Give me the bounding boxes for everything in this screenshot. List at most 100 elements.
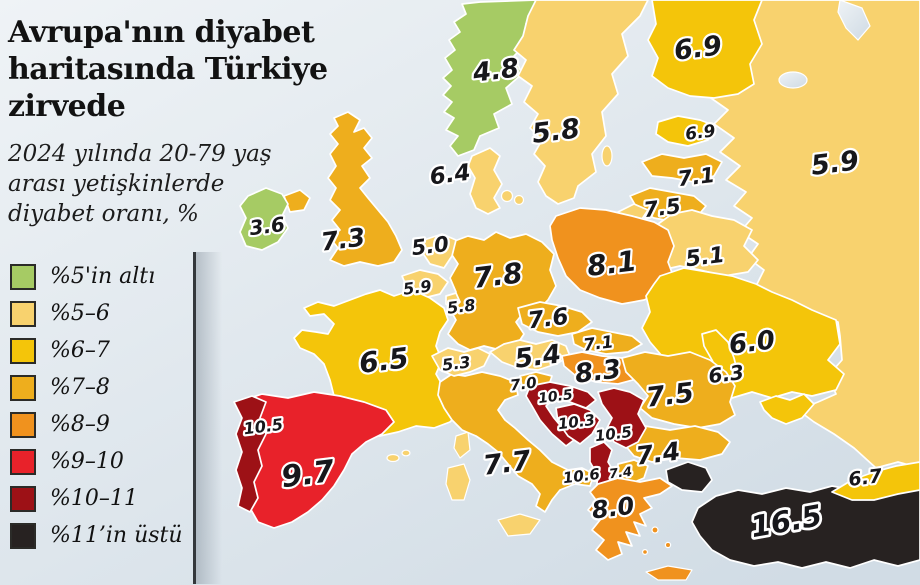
label-romania: 7.5 bbox=[644, 377, 695, 414]
title-line: Avrupa'nın diyabet bbox=[8, 15, 315, 50]
label-netherlands: 5.0 bbox=[410, 232, 450, 260]
fold-shadow bbox=[196, 252, 222, 584]
legend-item: %8–9 bbox=[10, 406, 183, 443]
label-denmark: 6.4 bbox=[428, 160, 472, 191]
legend-swatch-7-8 bbox=[10, 374, 36, 401]
legend-item: %9–10 bbox=[10, 443, 183, 480]
subtitle-line: diyabet oranı, % bbox=[8, 201, 199, 227]
value-labels-layer: 4.8 5.8 6.9 5.9 6.9 7.1 7.5 5.1 8.1 7.8 … bbox=[240, 28, 886, 547]
country-north-macedonia bbox=[617, 459, 649, 485]
country-estonia bbox=[655, 115, 717, 147]
country-austria bbox=[489, 339, 571, 371]
legend-item: %5–6 bbox=[10, 295, 183, 332]
country-finland bbox=[647, 0, 763, 99]
label-norway: 4.8 bbox=[470, 53, 520, 89]
legend-item: %7–8 bbox=[10, 369, 183, 406]
label-georgia: 6.7 bbox=[847, 465, 884, 491]
label-russia: 5.9 bbox=[809, 145, 860, 182]
balearic-island bbox=[401, 449, 411, 457]
label-poland: 8.1 bbox=[585, 244, 638, 283]
country-ukraine-crimea bbox=[759, 393, 815, 425]
label-hungary: 8.3 bbox=[573, 354, 622, 389]
legend-item: %5'in altı bbox=[10, 258, 183, 295]
label-luxembourg: 5.8 bbox=[446, 295, 476, 317]
balearic-island bbox=[386, 453, 400, 463]
white-sea-inlet bbox=[837, 0, 871, 41]
subtitle: 2024 yılında 20-79 yaş arası yetişkinler… bbox=[8, 139, 272, 229]
title-line: zirvede bbox=[8, 89, 126, 124]
label-slovakia: 7.1 bbox=[582, 332, 614, 356]
label-spain: 9.7 bbox=[279, 454, 336, 495]
country-bosnia bbox=[555, 403, 601, 445]
label-ireland: 3.6 bbox=[248, 212, 286, 240]
legend-swatch-10-11 bbox=[10, 485, 36, 512]
country-sweden bbox=[513, 0, 649, 205]
legend-label: %7–8 bbox=[50, 375, 110, 400]
country-turkey-thrace bbox=[665, 461, 713, 493]
title-line: haritasında Türkiye bbox=[8, 52, 328, 87]
country-russia bbox=[703, 0, 920, 469]
label-estonia: 6.9 bbox=[684, 121, 716, 145]
aegean-island bbox=[664, 541, 672, 549]
label-switzerland: 5.3 bbox=[441, 352, 471, 374]
legend-item: %11’in üstü bbox=[10, 517, 183, 554]
danish-isle bbox=[500, 189, 514, 203]
label-united-kingdom: 7.3 bbox=[319, 222, 367, 256]
label-ukraine: 6.0 bbox=[727, 325, 776, 360]
label-germany: 7.8 bbox=[471, 256, 524, 295]
lake-ladoga bbox=[778, 71, 808, 89]
legend-swatch-6-7 bbox=[10, 337, 36, 364]
label-france: 6.5 bbox=[357, 341, 410, 380]
header-panel: Avrupa'nın diyabet haritasında Türkiye z… bbox=[8, 14, 328, 229]
country-serbia bbox=[597, 387, 647, 449]
legend-item: %10–11 bbox=[10, 480, 183, 517]
legend-label: %5–6 bbox=[50, 301, 110, 326]
gotland-island bbox=[601, 145, 613, 167]
label-lithuania: 7.5 bbox=[642, 194, 682, 222]
subtitle-line: 2024 yılında 20-79 yaş bbox=[8, 141, 272, 167]
country-switzerland bbox=[431, 347, 491, 377]
crete-island bbox=[645, 565, 693, 581]
country-netherlands bbox=[421, 233, 457, 269]
country-denmark bbox=[467, 147, 503, 215]
legend-label: %9–10 bbox=[50, 449, 124, 474]
country-luxembourg bbox=[445, 292, 461, 310]
legend-swatch-9-10 bbox=[10, 448, 36, 475]
legend-swatch-over-11 bbox=[10, 522, 36, 549]
label-moldova: 6.3 bbox=[707, 360, 745, 388]
country-moldova bbox=[701, 329, 739, 385]
legend: %5'in altı %5–6 %6–7 %7–8 %8–9 %9–10 %10… bbox=[10, 258, 183, 554]
country-slovakia bbox=[571, 327, 643, 355]
country-greece bbox=[587, 477, 673, 561]
page-title: Avrupa'nın diyabet haritasında Türkiye z… bbox=[8, 14, 328, 125]
country-united-kingdom bbox=[327, 111, 403, 267]
label-czechia: 7.6 bbox=[526, 304, 570, 335]
country-latvia bbox=[641, 153, 723, 183]
legend-swatch-8-9 bbox=[10, 411, 36, 438]
legend-label: %11’in üstü bbox=[50, 523, 183, 548]
label-north-macedonia: 7.4 bbox=[608, 465, 633, 483]
subtitle-line: arası yetişkinlerde bbox=[8, 171, 225, 197]
label-finland: 6.9 bbox=[672, 30, 723, 67]
legend-swatch-under-5 bbox=[10, 263, 36, 290]
sicily-island bbox=[497, 513, 541, 537]
sardinia-island bbox=[445, 463, 471, 501]
label-sweden: 5.8 bbox=[530, 113, 581, 150]
label-slovenia: 7.0 bbox=[509, 373, 538, 394]
legend-label: %10–11 bbox=[50, 486, 138, 511]
legend-label: %8–9 bbox=[50, 412, 110, 437]
label-bulgaria: 7.4 bbox=[634, 436, 682, 470]
country-italy bbox=[437, 371, 595, 513]
danish-isle bbox=[513, 194, 525, 206]
country-northern-ireland bbox=[283, 189, 311, 213]
legend-label: %6–7 bbox=[50, 338, 110, 363]
label-italy: 7.7 bbox=[481, 445, 532, 482]
country-czechia bbox=[517, 301, 593, 337]
label-austria: 5.4 bbox=[513, 339, 562, 374]
legend-label: %5'in altı bbox=[50, 264, 156, 289]
country-romania bbox=[621, 351, 736, 429]
label-belgium: 5.9 bbox=[402, 276, 432, 298]
country-ireland bbox=[239, 187, 289, 251]
